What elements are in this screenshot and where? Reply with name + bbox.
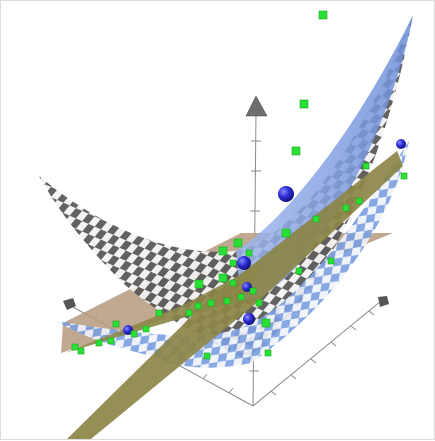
cube-point-34 bbox=[327, 257, 335, 265]
y-axis-cap-icon bbox=[378, 296, 389, 307]
cube-point-36 bbox=[295, 267, 303, 275]
cube-point-31 bbox=[261, 318, 271, 328]
cube-point-3 bbox=[291, 146, 301, 156]
sphere-point-6 bbox=[243, 313, 255, 325]
cube-point-32 bbox=[264, 349, 272, 357]
cube-point-29 bbox=[71, 343, 79, 351]
cube-point-21 bbox=[194, 302, 202, 310]
blue-checkered-surface bbox=[56, 141, 409, 368]
cube-point-6 bbox=[355, 197, 363, 205]
blue-shaded-sheet bbox=[236, 15, 413, 301]
cube-point-13 bbox=[229, 259, 237, 267]
cube-point-10 bbox=[233, 238, 243, 248]
cube-point-12 bbox=[245, 249, 253, 257]
cube-point-8 bbox=[312, 215, 320, 223]
cube-point-25 bbox=[130, 330, 138, 338]
cube-point-33 bbox=[203, 352, 211, 360]
cube-point-15 bbox=[229, 279, 237, 287]
saddle-surface bbox=[39, 15, 413, 361]
cube-point-1 bbox=[318, 10, 328, 20]
cube-point-23 bbox=[155, 309, 163, 317]
cube-point-28 bbox=[95, 339, 103, 347]
cube-point-18 bbox=[237, 293, 245, 301]
sphere-point-2 bbox=[278, 186, 294, 202]
cube-point-14 bbox=[218, 273, 228, 283]
cube-point-24 bbox=[142, 325, 150, 333]
sphere-point-4 bbox=[242, 282, 252, 292]
cube-point-26 bbox=[112, 320, 120, 328]
cube-point-19 bbox=[194, 279, 204, 289]
x-axis-cap-icon bbox=[63, 298, 76, 310]
z-axis-arrow-icon bbox=[245, 95, 268, 117]
cube-point-30 bbox=[107, 337, 115, 345]
cube-point-9 bbox=[281, 228, 291, 238]
cube-point-22 bbox=[185, 309, 193, 317]
sphere-point-1 bbox=[396, 139, 406, 149]
cube-point-11 bbox=[218, 246, 228, 256]
cube-point-4 bbox=[400, 172, 408, 180]
cube-point-35 bbox=[223, 297, 231, 305]
cube-point-16 bbox=[249, 287, 257, 295]
cube-point-20 bbox=[207, 299, 215, 307]
cube-point-7 bbox=[342, 204, 350, 212]
cube-point-27 bbox=[77, 347, 85, 355]
cube-point-2 bbox=[299, 99, 309, 109]
cube-point-17 bbox=[255, 299, 263, 307]
sphere-point-5 bbox=[123, 325, 133, 335]
sphere-point-3 bbox=[237, 256, 251, 270]
y-axis bbox=[252, 300, 382, 407]
ticks-y bbox=[270, 310, 375, 396]
cube-point-5 bbox=[362, 162, 370, 170]
